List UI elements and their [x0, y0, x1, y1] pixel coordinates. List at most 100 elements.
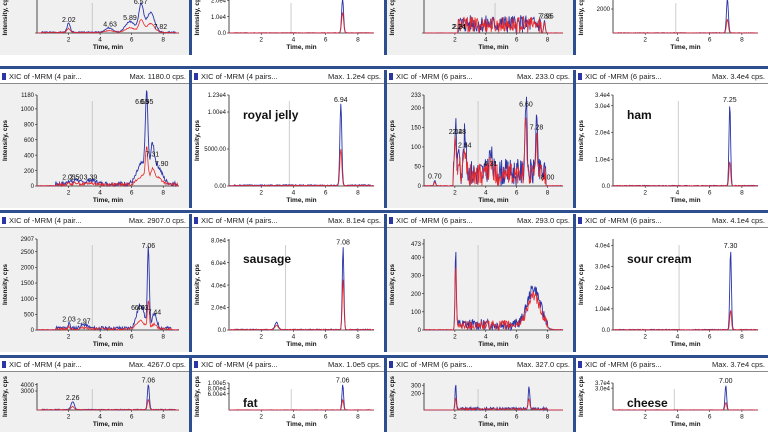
trace-line-red	[612, 310, 759, 331]
xic-header: XIC of -MRM (6 pairs... Max. 4.1e4 cps.	[576, 214, 768, 228]
y-tick-label: 0.0	[602, 184, 611, 190]
xic-title: XIC of -MRM (6 pairs...	[585, 216, 662, 225]
x-tick-label: 8	[546, 334, 550, 341]
xic-title: XIC of -MRM (4 pair...	[9, 216, 82, 225]
x-tick-label: 2	[643, 334, 647, 341]
y-axis-label: Intensity, cps	[194, 0, 201, 36]
trace-line-red	[612, 401, 758, 411]
xic-title: XIC of -MRM (6 pairs...	[396, 216, 473, 225]
y-tick-label: 3.7e4	[595, 381, 611, 387]
x-tick-label: 2	[259, 190, 263, 197]
max-intensity: Max. 233.0 cps.	[517, 72, 570, 81]
y-tick-label: 300	[411, 274, 422, 280]
y-tick-label: 200	[24, 169, 35, 175]
x-axis-label: Time, min	[286, 421, 316, 428]
sample-label: sour cream	[627, 252, 692, 266]
x-tick-label: 4	[676, 334, 680, 341]
y-tick-label: 0.0	[218, 31, 227, 37]
chromatogram-panel: XIC of -MRM (4 pairs... Max. 8.1e4 cps. 2 4…	[192, 214, 384, 352]
peak-annotation: 2.28	[452, 129, 466, 136]
y-tick-label: 600	[24, 138, 35, 144]
y-tick-label: 200	[411, 292, 422, 298]
y-tick-label: 1.00e5	[208, 381, 227, 387]
sample-label: sausage	[243, 252, 291, 266]
y-axis-label: Intensity, cps	[578, 376, 585, 417]
chromatogram-panel: XIC of -MRM (4 pair... Max. 2907.0 cps. 2 4…	[0, 214, 192, 352]
x-axis-label: Time, min	[478, 341, 508, 348]
x-tick-label: 2	[453, 190, 457, 197]
chromatogram-panel: XIC of -MRM (4 pairs... Max. 1.2e4 cps. 2 4…	[192, 70, 384, 208]
xic-header: XIC of -MRM (6 pairs... Max. 327.0 cps.	[387, 358, 573, 372]
x-tick-label: 6	[130, 334, 134, 341]
y-tick-label: 0	[31, 328, 35, 334]
trace-line-red	[228, 279, 375, 331]
x-axis-label: Time, min	[670, 421, 700, 428]
y-tick-label: 0.00	[214, 184, 226, 190]
y-axis-label: Intensity, cps	[2, 376, 9, 417]
chromatogram-panel: XIC of -MRM (6 pairs... Max. 3.7e4 cps. 2 4…	[576, 358, 768, 432]
x-tick-label: 2	[67, 334, 71, 341]
trace-marker-icon	[194, 217, 198, 224]
peak-annotation: 7.25	[723, 97, 737, 104]
x-axis-label: Time, min	[286, 44, 316, 51]
y-axis-label: Intensity, cps	[194, 120, 201, 161]
x-axis-label: Time, min	[670, 341, 700, 348]
x-tick-label: 4	[292, 334, 296, 341]
y-tick-label: 400	[24, 153, 35, 159]
x-tick-label: 8	[740, 37, 744, 44]
trace-marker-icon	[194, 73, 198, 80]
x-tick-label: 6	[708, 414, 712, 421]
x-tick-label: 6	[515, 190, 519, 197]
peak-annotation: 2.24	[452, 24, 466, 31]
x-axis-label: Time, min	[286, 341, 316, 348]
chromatogram-panel: XIC of -MRM (6 pairs... Max. 3.4e4 cps. 2 4…	[576, 70, 768, 208]
x-tick-label: 4	[484, 414, 488, 421]
y-tick-label: 2907	[21, 237, 35, 243]
x-tick-label: 4	[98, 190, 102, 197]
trace-line-blue	[36, 384, 179, 411]
x-axis-label: Time, min	[478, 44, 508, 51]
chromatogram-panel: 2 4 6 8 0.0 1.0e4 2.0e4 Time, min Intensity, cps	[192, 0, 384, 55]
chromatogram-panel: 2 4 6 8 Time, min Intensity, cps 2.02 4.63 5.89 6…	[0, 0, 192, 55]
chromatogram-panel: XIC of -MRM (4 pairs... Max. 1.0e5 cps. 2 4…	[192, 358, 384, 432]
y-tick-label: 2.0e4	[595, 131, 611, 137]
y-tick-label: 2.0e4	[595, 286, 611, 292]
y-axis-label: Intensity, cps	[389, 264, 396, 305]
trace-line-blue	[423, 251, 564, 332]
chromatogram-plot: 2 4 6 8 0.00 5000.00 1.00e4 1.23e4 Time, min Inte…	[194, 93, 375, 204]
peak-annotation: 6.60	[519, 102, 533, 109]
max-intensity: Max. 3.4e4 cps.	[712, 72, 765, 81]
peak-annotation: 2.04	[449, 129, 463, 136]
x-tick-label: 4	[484, 190, 488, 197]
xic-header: XIC of -MRM (6 pairs... Max. 233.0 cps.	[387, 70, 573, 84]
x-tick-label: 8	[356, 414, 360, 421]
chromatogram-panel: XIC of -MRM (6 pairs... Max. 327.0 cps. 2 4…	[384, 358, 576, 432]
x-tick-label: 8	[356, 334, 360, 341]
chromatogram-panel: XIC of -MRM (6 pairs... Max. 233.0 cps. 2 4…	[384, 70, 576, 208]
y-tick-label: 2.0e4	[211, 0, 227, 4]
y-axis-label: Intensity, cps	[578, 264, 585, 305]
x-tick-label: 4	[676, 37, 680, 44]
chromatogram-plot: 2 4 6 8 0 200 400 600 800 1000 1180 Time, min Intens…	[2, 90, 180, 204]
trace-marker-icon	[2, 73, 6, 80]
y-tick-label: 1500	[21, 281, 35, 287]
trace-marker-icon	[389, 217, 393, 224]
peak-annotation: 7.00	[719, 378, 733, 385]
x-tick-label: 8	[356, 37, 360, 44]
x-tick-label: 2	[453, 414, 457, 421]
y-tick-label: 473	[411, 242, 422, 248]
x-tick-label: 4	[292, 414, 296, 421]
x-tick-label: 4	[292, 37, 296, 44]
y-tick-label: 2500	[21, 250, 35, 256]
y-tick-label: 0	[31, 184, 35, 190]
y-tick-label: 3000	[21, 389, 35, 395]
x-tick-label: 8	[161, 190, 165, 197]
peak-annotation: 4.31	[484, 161, 498, 168]
x-tick-label: 6	[708, 334, 712, 341]
y-tick-label: 100	[411, 145, 422, 151]
xic-header: XIC of -MRM (4 pairs... Max. 1.0e5 cps.	[192, 358, 384, 372]
y-axis-label: Intensity, cps	[2, 264, 9, 305]
peak-annotation: 7.06	[336, 377, 350, 384]
